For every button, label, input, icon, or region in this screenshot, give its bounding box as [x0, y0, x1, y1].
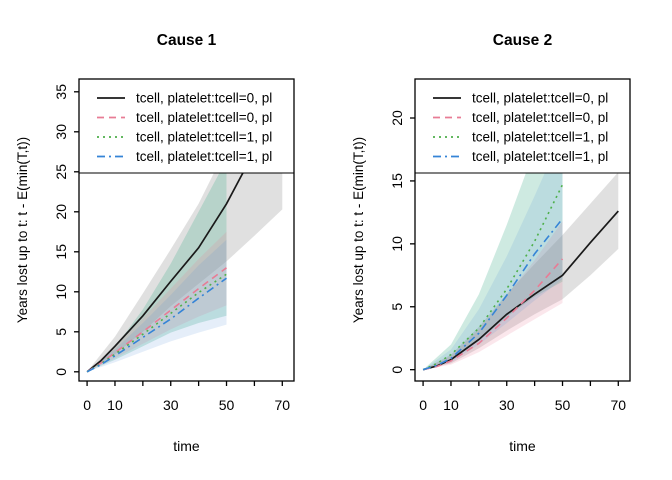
- x-tick-label: 70: [610, 397, 626, 413]
- curve-tcell1-b: [86, 277, 227, 373]
- plot-area: tcell, platelet:tcell=0, pl tcell, platel…: [79, 79, 294, 373]
- x-tick-label: 30: [499, 397, 515, 413]
- y-axis-title: Years lost up to t: t - E(min(T,t)): [15, 137, 30, 323]
- x-axis-title: time: [509, 438, 536, 454]
- x-axis-title: time: [173, 438, 200, 454]
- legend-label: tcell, platelet:tcell=0, pl: [472, 91, 608, 106]
- curve-tcell0-b: [86, 267, 227, 373]
- y-tick-label: 15: [389, 173, 405, 189]
- x-tick-label: 10: [443, 397, 459, 413]
- panel-title: Cause 2: [493, 32, 552, 49]
- x-tick-label: 30: [163, 397, 179, 413]
- legend-label: tcell, platelet:tcell=1, pl: [472, 130, 608, 145]
- y-tick-label: 0: [389, 366, 405, 374]
- legend-label: tcell, platelet:tcell=1, pl: [136, 130, 272, 145]
- x-tick-label: 50: [555, 397, 571, 413]
- x-axis: 0 10 30 50 70: [83, 381, 290, 413]
- panel-cause-2: tcell, platelet:tcell=0, pl tcell, platel…: [351, 32, 631, 454]
- plot-frame: [414, 78, 631, 382]
- plot-area: tcell, platelet:tcell=0, pl tcell, platel…: [415, 79, 630, 371]
- y-tick-label: 15: [53, 244, 69, 260]
- plot-frame: [78, 78, 295, 382]
- y-tick-label: 10: [389, 236, 405, 252]
- y-tick-label: 10: [53, 284, 69, 300]
- x-axis: 0 10 30 50 70: [419, 381, 626, 413]
- panel-title: Cause 1: [157, 32, 217, 49]
- y-tick-label: 0: [53, 368, 69, 376]
- y-axis: 0 5 10 15 20 25 30 35: [53, 84, 79, 376]
- y-tick-label: 30: [53, 124, 69, 140]
- legend-box: [79, 79, 294, 174]
- legend: tcell, platelet:tcell=0, pl tcell, platel…: [415, 79, 630, 174]
- x-tick-label: 0: [419, 397, 427, 413]
- x-tick-label: 50: [219, 397, 235, 413]
- confidence-band-ci-green: [423, 79, 563, 370]
- legend-entry: tcell, platelet:tcell=0, pl: [97, 91, 272, 106]
- y-tick-label: 20: [53, 204, 69, 220]
- x-tick-label: 10: [107, 397, 123, 413]
- y-tick-label: 20: [389, 110, 405, 126]
- legend-label: tcell, platelet:tcell=0, pl: [472, 110, 608, 125]
- x-tick-label: 0: [83, 397, 91, 413]
- y-tick-label: 25: [53, 164, 69, 180]
- legend-entry: tcell, platelet:tcell=0, pl: [433, 110, 608, 125]
- curve-tcell1-b: [422, 218, 564, 371]
- legend-entry: tcell, platelet:tcell=1, pl: [97, 130, 272, 145]
- confidence-band-ci-pink: [423, 221, 563, 370]
- x-tick-label: 70: [274, 397, 290, 413]
- confidence-band-ci-blue: [87, 239, 227, 372]
- legend-entry: tcell, platelet:tcell=0, pl: [97, 110, 272, 125]
- legend-entry: tcell, platelet:tcell=1, pl: [433, 149, 608, 164]
- confidence-band-ci-black: [423, 172, 619, 370]
- legend-label: tcell, platelet:tcell=0, pl: [136, 110, 272, 125]
- legend-label: tcell, platelet:tcell=1, pl: [472, 149, 608, 164]
- legend-entry: tcell, platelet:tcell=1, pl: [433, 130, 608, 145]
- y-tick-label: 35: [53, 84, 69, 100]
- curve-tcell0-b: [422, 258, 564, 371]
- legend-label: tcell, platelet:tcell=0, pl: [136, 91, 272, 106]
- curve-tcell1-a: [86, 273, 227, 373]
- y-tick-label: 5: [53, 328, 69, 336]
- legend-entry: tcell, platelet:tcell=1, pl: [97, 149, 272, 164]
- confidence-band-ci-green: [87, 159, 227, 372]
- legend-entry: tcell, platelet:tcell=0, pl: [433, 91, 608, 106]
- legend-box: [415, 79, 630, 174]
- y-tick-label: 5: [389, 303, 405, 311]
- legend-label: tcell, platelet:tcell=1, pl: [136, 149, 272, 164]
- panel-cause-1: tcell, platelet:tcell=0, pl tcell, platel…: [15, 32, 295, 454]
- legend: tcell, platelet:tcell=0, pl tcell, platel…: [79, 79, 294, 174]
- y-axis: 0 5 10 15 20: [389, 110, 415, 374]
- confidence-band-ci-pink: [87, 231, 227, 372]
- y-axis-title: Years lost up to t: t - E(min(T,t)): [351, 137, 366, 323]
- confidence-band-ci-blue: [423, 133, 563, 370]
